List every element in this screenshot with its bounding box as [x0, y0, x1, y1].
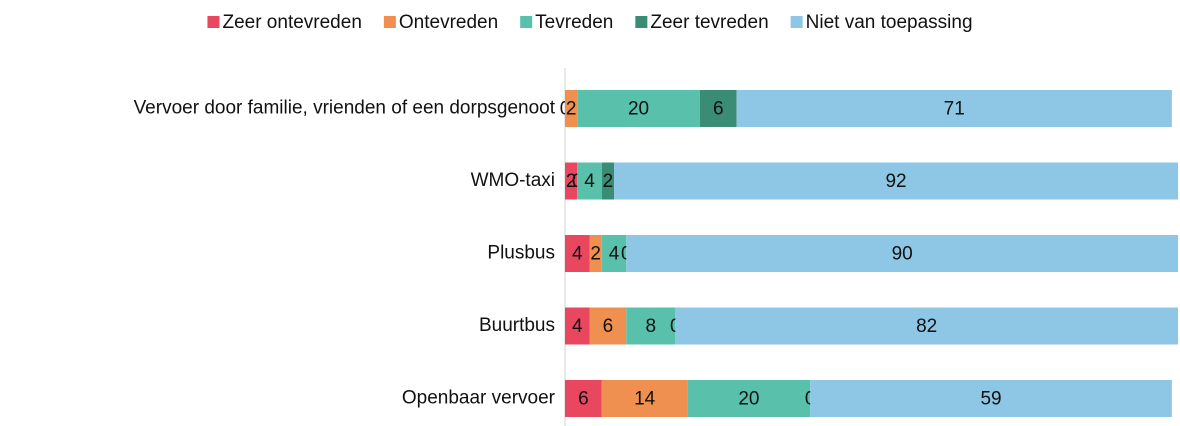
y-tick-label: Plusbus [487, 243, 555, 264]
legend-item: Tevreden [520, 12, 613, 33]
legend-swatch [635, 16, 648, 28]
bar-segment [626, 307, 676, 345]
legend-swatch [790, 16, 803, 28]
legend-label: Niet van toepassing [806, 12, 973, 33]
data-label: 92 [885, 171, 906, 192]
bar-segment [614, 162, 1178, 200]
legend-swatch [383, 16, 396, 28]
bar-segment [601, 162, 615, 200]
bar-segment [577, 90, 700, 127]
legend-item: Zeer ontevreden [207, 12, 362, 33]
bar-segment [626, 235, 1178, 272]
data-label: 71 [944, 99, 965, 120]
legend-item: Niet van toepassing [790, 12, 973, 33]
bar-segment [577, 162, 602, 200]
bar-segment [589, 235, 602, 272]
data-label: 4 [572, 316, 583, 337]
legend-label: Tevreden [535, 12, 613, 33]
y-tick-label: Vervoer door familie, vrienden of een do… [134, 98, 556, 119]
legend-label: Zeer tevreden [650, 12, 768, 33]
bar-segment [565, 235, 590, 272]
legend-item: Ontevreden [383, 12, 498, 33]
data-label: 59 [980, 389, 1001, 410]
data-label: 20 [628, 99, 649, 120]
data-label: 2 [603, 171, 614, 192]
bar-segment [810, 380, 1172, 417]
legend-swatch [207, 16, 220, 28]
bar-segment [675, 307, 1178, 345]
data-label: 20 [738, 389, 759, 410]
bar-segment [565, 162, 578, 200]
bar-segment [565, 307, 590, 345]
legend-label: Zeer ontevreden [222, 12, 361, 33]
data-label: 4 [609, 244, 620, 265]
bar-segment [699, 90, 737, 127]
data-label: 6 [578, 389, 589, 410]
data-label: 90 [892, 244, 913, 265]
data-label: 14 [634, 389, 656, 410]
bar-segment [601, 235, 627, 272]
bar-segment [736, 90, 1172, 127]
data-label: 2 [566, 99, 577, 120]
bar-segment [601, 380, 688, 417]
data-label: 2 [590, 244, 601, 265]
bar-segment [565, 380, 602, 417]
legend-item: Zeer tevreden [635, 12, 769, 33]
y-tick-label: Openbaar vervoer [402, 388, 556, 409]
data-label: 6 [603, 316, 614, 337]
data-label: 2 [566, 171, 577, 192]
data-label: 6 [713, 99, 724, 120]
bar-segment [589, 307, 627, 345]
bar-segment [687, 380, 811, 417]
data-label: 4 [584, 171, 595, 192]
data-label: 4 [572, 244, 583, 265]
legend-label: Ontevreden [399, 12, 498, 33]
data-label: 8 [646, 316, 657, 337]
legend: Zeer ontevreden Ontevreden Tevreden Zeer te… [207, 12, 973, 33]
legend-swatch [520, 16, 533, 28]
y-tick-label: WMO-taxi [471, 170, 555, 191]
bar-segment [565, 90, 578, 127]
y-tick-label: Buurtbus [479, 315, 555, 336]
data-label: 82 [916, 316, 937, 337]
